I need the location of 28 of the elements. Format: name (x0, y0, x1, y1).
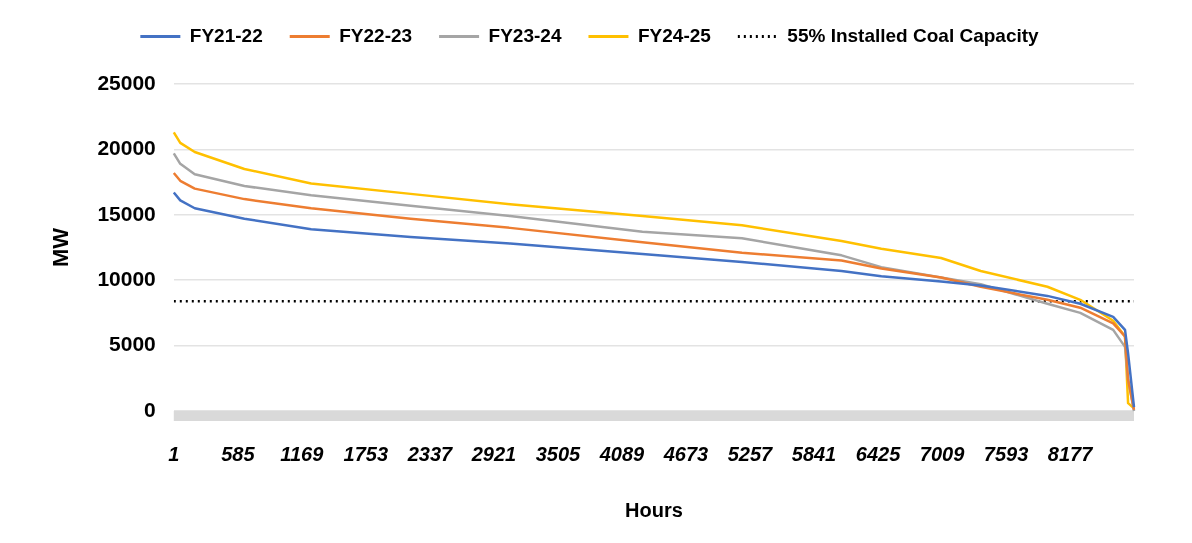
y-axis-title: MW (48, 227, 74, 268)
x-tick-label: 7009 (919, 442, 966, 465)
x-tick-label: 1753 (343, 442, 389, 465)
y-tick-label: 10000 (97, 267, 156, 290)
x-tick-label: 4673 (662, 442, 709, 465)
x-tick-label: 2337 (406, 442, 453, 465)
x-tick-label: 3505 (535, 442, 582, 465)
legend-label: FY24-25 (637, 24, 712, 46)
x-tick-label: 1169 (280, 442, 325, 465)
x-tick-label: 585 (221, 442, 256, 465)
x-tick-label: 1 (168, 442, 180, 465)
x-tick-label: 7593 (983, 442, 1029, 465)
y-tick-label: 0 (144, 397, 156, 421)
x-tick-label: 8177 (1047, 442, 1094, 465)
legend-label: FY22-23 (339, 24, 413, 46)
x-axis-title: Hours (625, 498, 683, 521)
y-tick-label: 5000 (109, 332, 156, 356)
legend-label: FY23-24 (488, 24, 562, 46)
legend-label: FY21-22 (189, 24, 263, 46)
y-tick-label: 20000 (97, 136, 156, 160)
x-tick-label: 5841 (791, 442, 837, 465)
y-tick-label: 15000 (97, 201, 156, 225)
x-tick-label: 2921 (470, 442, 517, 465)
x-tick-label: 6425 (855, 442, 902, 465)
legend-label: 55% Installed Coal Capacity (787, 24, 1040, 46)
x-tick-label: 4089 (598, 442, 646, 465)
y-tick-label: 25000 (97, 70, 156, 94)
x-tick-label: 5257 (727, 442, 774, 465)
